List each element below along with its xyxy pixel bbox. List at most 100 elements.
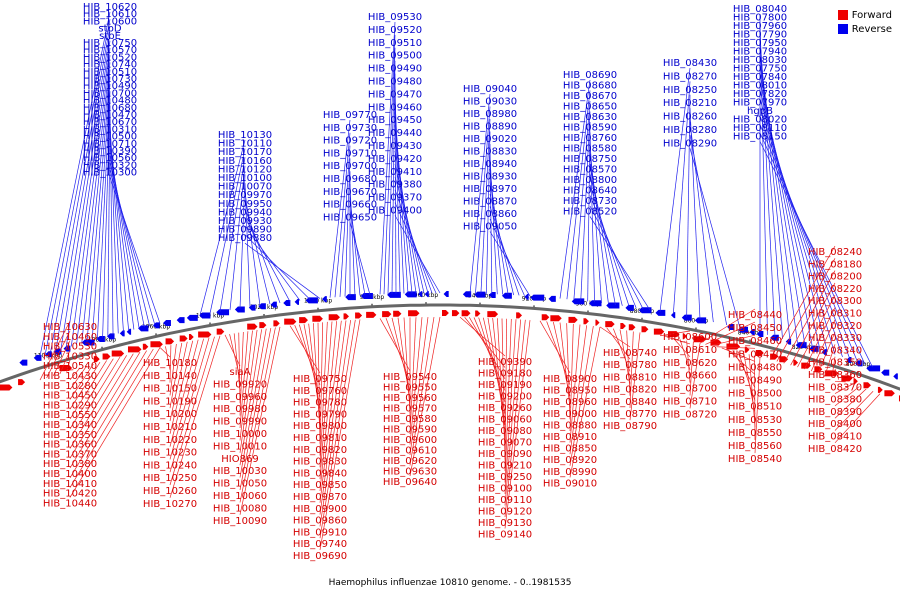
gene-block [328, 314, 340, 321]
reverse-gene-label: HIB_09380 [368, 180, 422, 191]
reverse-gene-label: HIB_07940 [733, 47, 787, 58]
forward-label-line [169, 342, 183, 409]
gene-block [524, 293, 529, 300]
reverse-label-line [486, 131, 491, 294]
reverse-label-line [334, 132, 351, 298]
forward-gene-label: HIB_08820 [603, 385, 657, 396]
forward-label-line [834, 391, 874, 431]
gene-block [726, 343, 741, 350]
forward-gene-label: HIB_09820 [293, 445, 347, 456]
forward-gene-label: HIB_10180 [143, 358, 197, 369]
gene-block [653, 328, 665, 335]
scale-tick-label: 900 kbp [576, 300, 601, 307]
reverse-gene-label: HIB_07840 [733, 72, 787, 83]
forward-gene-label: HIB_09010 [543, 478, 597, 489]
forward-gene-label: HIB_08310 [808, 309, 862, 320]
gene-block [165, 338, 175, 345]
reverse-gene-label: HIB_08040 [733, 4, 787, 15]
forward-gene-label: HIB_08600 [663, 332, 717, 343]
forward-label-line [169, 337, 210, 473]
forward-label-line [169, 338, 204, 460]
reverse-gene-label: HIB_08290 [663, 138, 717, 149]
forward-gene-label: HIB_08390 [808, 407, 862, 418]
gene-block [186, 314, 198, 321]
reverse-label-line [589, 216, 651, 311]
reverse-gene-label: HIB_08430 [663, 58, 717, 69]
forward-label-line [566, 323, 571, 420]
gene-block [418, 291, 423, 298]
forward-gene-label: HIB_08470 [728, 349, 782, 360]
gene-block [441, 310, 449, 317]
forward-gene-label: HIB_10450 [43, 391, 97, 402]
forward-gene-label: HIB_10060 [213, 491, 267, 502]
forward-label-line [834, 380, 846, 383]
gene-block [541, 314, 550, 321]
reverse-gene-label: HIB_08520 [563, 207, 617, 218]
gene-block [248, 304, 256, 311]
forward-gene-label: HIB_10150 [143, 384, 197, 395]
forward-label-line [606, 327, 631, 360]
reverse-gene-label: HIB_10160 [218, 156, 272, 167]
reverse-gene-label: HIB_08590 [563, 123, 617, 134]
reverse-label-line [219, 157, 246, 312]
forward-label-line [831, 356, 836, 378]
reverse-gene-label: HIB_09950 [218, 199, 272, 210]
forward-label-line [379, 318, 411, 372]
forward-label-line [53, 340, 71, 376]
reverse-label-line [344, 158, 351, 297]
reverse-gene-label: HIB_10680 [83, 103, 137, 114]
gene-block [682, 333, 687, 340]
reverse-gene-label: HIB_08940 [463, 159, 517, 170]
forward-gene-label: HIB_08960 [543, 397, 597, 408]
gene-block [443, 291, 449, 298]
reverse-label-line [102, 98, 111, 338]
reverse-gene-label: HIB_09940 [218, 207, 272, 218]
forward-gene-label: HIB_09980 [213, 404, 267, 415]
forward-gene-label: HIB_08330 [808, 333, 862, 344]
reverse-label-line [39, 11, 111, 357]
legend-forward: Forward [837, 8, 892, 22]
reverse-gene-labels: HIB_10620HIB_10610HIB_10600stbDstbEHIB_1… [83, 2, 787, 244]
forward-label-line [689, 341, 694, 396]
reverse-gene-label: HIB_10130 [218, 130, 272, 141]
forward-gene-label: HIB_10090 [213, 516, 267, 527]
gene-block [793, 359, 799, 366]
forward-gene-label: HIB_08360 [808, 370, 862, 381]
gene-block [548, 295, 556, 302]
forward-label-line [473, 317, 506, 391]
gene-block [881, 369, 890, 376]
forward-gene-label: HIB_08620 [663, 358, 717, 369]
forward-gene-label: HIB_10260 [143, 486, 197, 497]
forward-gene-label: HIB_10460 [43, 332, 97, 343]
gene-block [451, 310, 460, 317]
forward-label-line [504, 319, 522, 506]
gene-block [770, 353, 779, 360]
forward-label-line [569, 325, 588, 455]
reverse-gene-label: HIB_09520 [368, 25, 422, 36]
forward-label-line [239, 327, 276, 503]
gene-block [668, 331, 680, 338]
forward-label-line [626, 330, 631, 396]
forward-gene-label: HIB_09060 [478, 415, 532, 426]
reverse-gene-label: HIB_09510 [368, 38, 422, 49]
reverse-label-line [589, 195, 637, 309]
forward-gene-label: HIB_09540 [383, 372, 437, 383]
forward-label-line [319, 321, 338, 492]
forward-gene-label: HIB_08460 [728, 336, 782, 347]
forward-label-line [46, 330, 71, 379]
forward-gene-label: HIB_08450 [728, 323, 782, 334]
forward-label-line [705, 321, 756, 345]
forward-label-line [482, 317, 506, 414]
gene-block [33, 354, 42, 361]
gene-block [641, 326, 649, 333]
forward-label-line [659, 330, 691, 337]
reverse-gene-label: HIB_08680 [563, 81, 617, 92]
forward-label-line [504, 318, 512, 483]
forward-label-line [834, 368, 840, 380]
gene-block [821, 349, 828, 356]
forward-gene-label: HIB_09690 [293, 551, 347, 562]
reverse-gene-label: HIB_08870 [463, 197, 517, 208]
forward-gene-label: HIB_08990 [543, 467, 597, 478]
reverse-gene-label: HIB_09700 [323, 161, 377, 172]
forward-gene-label: HIB_09200 [478, 392, 532, 403]
